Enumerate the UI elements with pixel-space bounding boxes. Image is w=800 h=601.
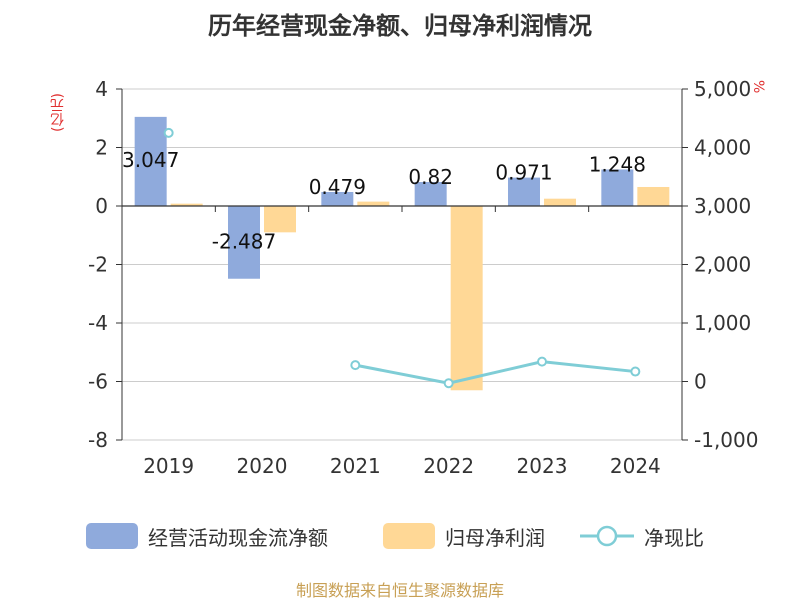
bar-cashflow (134, 116, 167, 206)
bar-net-profit (170, 203, 203, 206)
data-label-cashflow: 0.479 (309, 175, 366, 199)
point-cash-ratio (443, 378, 454, 389)
point-cash-ratio (163, 127, 174, 138)
legend-swatch-cash-ratio (580, 525, 634, 547)
bar-net-profit (357, 201, 390, 206)
bar-net-profit (450, 206, 483, 391)
point-cash-ratio (537, 356, 547, 367)
legend-label-cashflow: 经营活动现金流净额 (148, 525, 328, 550)
bar-cashflow (228, 206, 260, 279)
chart-title: 历年经营现金净额、归母净利润情况 (208, 12, 592, 40)
left-axis-tick-label: 0 (95, 194, 108, 218)
legend-item-cash-ratio[interactable]: 净现比 (580, 518, 704, 554)
x-axis-label: 2020 (237, 454, 288, 478)
right-axis-tick-label: 5,000 (694, 77, 751, 101)
left-axis-tick-label: 4 (95, 77, 108, 101)
x-axis-label: 2023 (517, 454, 568, 478)
bar-cashflow (321, 191, 354, 206)
left-axis-tick-label: -2 (88, 253, 108, 277)
point-cash-ratio (630, 366, 641, 377)
right-axis-tick-label: -1,000 (694, 428, 758, 452)
bar-net-profit (544, 198, 576, 206)
right-axis-tick-label: 2,000 (694, 253, 751, 277)
x-axis-label: 2019 (143, 454, 194, 478)
point-cash-ratio (350, 360, 361, 371)
left-axis-tick-label: 2 (95, 136, 108, 160)
legend-label-net-profit: 归母净利润 (445, 525, 545, 550)
left-axis-tick-label: -6 (88, 370, 108, 394)
legend-swatch-net-profit (383, 523, 435, 549)
right-axis-tick-label: 3,000 (694, 194, 751, 218)
bar-net-profit (264, 206, 296, 233)
left-axis-tick-label: -4 (88, 311, 108, 335)
bar-cashflow (414, 182, 447, 206)
x-axis-label: 2022 (423, 454, 474, 478)
left-axis-tick-label: -8 (88, 428, 108, 452)
data-label-cashflow: -2.487 (212, 230, 276, 254)
right-axis-unit: % (750, 80, 766, 94)
bar-cashflow (508, 177, 540, 206)
right-axis-tick-label: 4,000 (694, 136, 751, 160)
data-label-cashflow: 3.047 (122, 148, 179, 172)
line-cash-ratio (355, 360, 636, 385)
right-axis-tick-label: 1,000 (694, 311, 751, 335)
legend-item-net-profit[interactable]: 归母净利润 (383, 518, 545, 554)
bar-net-profit (637, 186, 670, 206)
data-label-cashflow: 1.248 (589, 152, 646, 176)
data-label-cashflow: 0.82 (408, 165, 453, 189)
right-axis-tick-label: 0 (694, 370, 707, 394)
data-label-cashflow: 0.971 (495, 161, 552, 185)
x-axis-label: 2024 (610, 454, 661, 478)
data-source-note: 制图数据来自恒生聚源数据库 (295, 581, 504, 600)
x-axis-label: 2021 (330, 454, 381, 478)
legend-label-cash-ratio: 净现比 (644, 525, 704, 550)
bar-cashflow (601, 169, 634, 206)
legend-item-cashflow[interactable]: 经营活动现金流净额 (86, 518, 328, 554)
legend: 经营活动现金流净额 归母净利润 净现比 (0, 518, 800, 554)
legend-swatch-cashflow (86, 523, 138, 549)
